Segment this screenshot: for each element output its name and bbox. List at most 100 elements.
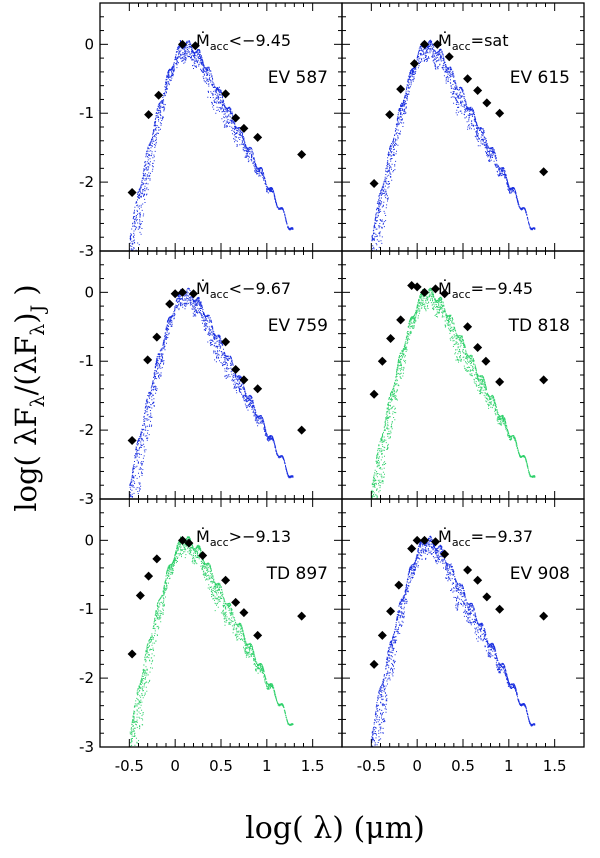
obs-point xyxy=(539,375,549,385)
obs-point xyxy=(165,299,175,309)
obs-point xyxy=(184,538,194,548)
panel-ev-908: Ṁacc=−9.37 EV 908 xyxy=(341,498,585,748)
obs-point xyxy=(495,604,505,614)
obs-point xyxy=(127,435,137,445)
y-tick-label: -1 xyxy=(79,104,94,122)
obs-point xyxy=(369,178,379,188)
obs-point xyxy=(386,606,396,616)
obs-point xyxy=(432,39,442,49)
axis-ticks xyxy=(100,3,342,252)
obs-point xyxy=(369,659,379,669)
obs-point xyxy=(440,289,450,299)
x-tick-label: 1.5 xyxy=(301,757,325,775)
obs-point xyxy=(482,98,492,108)
obs-point xyxy=(152,332,162,342)
obs-point xyxy=(396,315,406,325)
obs-point xyxy=(178,39,187,49)
x-tick-label: 0.5 xyxy=(209,757,233,775)
obs-point xyxy=(369,389,379,399)
obs-point xyxy=(253,132,263,142)
y-tick-label: -1 xyxy=(79,352,94,370)
x-tick-label: 1.5 xyxy=(543,757,567,775)
mdot-label: Ṁacc=−9.45 xyxy=(438,279,533,301)
star-label: EV 587 xyxy=(268,68,328,88)
x-tick-label: 0 xyxy=(170,757,180,775)
axis-ticks xyxy=(342,499,584,748)
obs-point xyxy=(144,110,154,120)
obs-point xyxy=(420,287,429,297)
obs-point xyxy=(231,364,241,374)
panel-td-897: -3 -2 -1 0 Ṁacc>−9.13 TD 897 xyxy=(79,498,343,756)
obs-point xyxy=(473,575,483,585)
mdot-label: Ṁacc=−9.37 xyxy=(438,527,533,549)
star-label: EV 759 xyxy=(268,316,328,336)
y-axis-label: log( λFλ/(λFλ)J ) xyxy=(9,284,49,512)
obs-point xyxy=(463,565,473,575)
obs-point xyxy=(420,535,429,545)
y-tick-label: -2 xyxy=(79,173,94,191)
obs-point xyxy=(431,284,440,294)
obs-point xyxy=(539,611,549,621)
obs-point xyxy=(221,337,231,347)
obs-point xyxy=(127,187,137,197)
star-label: EV 615 xyxy=(510,68,570,88)
obs-point xyxy=(178,287,187,297)
obs-point xyxy=(481,356,491,366)
obs-point xyxy=(239,123,249,133)
obs-point xyxy=(385,110,395,120)
obs-point xyxy=(189,289,198,299)
obs-point xyxy=(495,377,505,387)
obs-point xyxy=(135,590,145,600)
obs-point xyxy=(396,84,406,94)
y-tick-label: 0 xyxy=(84,531,94,549)
y-tick-label: 0 xyxy=(84,35,94,53)
obs-point xyxy=(231,113,241,123)
obs-point xyxy=(239,608,249,618)
obs-point xyxy=(297,150,307,160)
y-tick-label: -3 xyxy=(79,738,94,756)
obs-point xyxy=(440,549,450,559)
y-tick-label: -3 xyxy=(79,242,94,260)
obs-point xyxy=(377,356,387,366)
obs-point xyxy=(198,550,208,560)
obs-point xyxy=(239,375,249,385)
obs-point xyxy=(495,108,505,118)
obs-point xyxy=(253,630,263,640)
obs-point xyxy=(127,649,137,659)
x-tick-label: 1 xyxy=(504,757,514,775)
x-tick-label: 0 xyxy=(412,757,422,775)
y-tick-label: -3 xyxy=(79,490,94,508)
obs-point xyxy=(431,537,440,547)
obs-point xyxy=(444,52,454,62)
obs-point xyxy=(412,282,422,292)
obs-point xyxy=(394,580,404,590)
mdot-label: Ṁacc<−9.67 xyxy=(196,279,291,301)
obs-point xyxy=(473,85,483,95)
y-tick-label: -2 xyxy=(79,669,94,687)
x-axis-label: log( λ) (μm) xyxy=(245,811,425,846)
obs-point xyxy=(412,535,422,545)
obs-point xyxy=(154,90,164,100)
x-tick-label: 1 xyxy=(262,757,272,775)
panel-td-818: Ṁacc=−9.45 TD 818 xyxy=(341,250,585,500)
obs-point xyxy=(407,544,417,554)
obs-point xyxy=(377,630,387,640)
obs-point xyxy=(143,355,153,365)
obs-point xyxy=(463,322,473,332)
obs-point xyxy=(409,59,419,69)
x-tick-label: 0.5 xyxy=(451,757,475,775)
mdot-label: Ṁacc=sat xyxy=(438,31,508,53)
star-label: TD 818 xyxy=(508,316,570,336)
obs-point xyxy=(297,425,307,435)
star-label: TD 897 xyxy=(266,564,328,584)
obs-point xyxy=(221,89,231,99)
obs-point xyxy=(152,554,162,564)
x-tick-label: -0.5 xyxy=(357,757,386,775)
mdot-label: Ṁacc<−9.45 xyxy=(196,31,291,53)
obs-point xyxy=(221,575,231,585)
panel-ev-587: -3 -2 -1 0 Ṁacc<−9.45 EV 587 xyxy=(79,2,343,260)
obs-point xyxy=(190,41,200,51)
obs-point xyxy=(463,74,473,84)
